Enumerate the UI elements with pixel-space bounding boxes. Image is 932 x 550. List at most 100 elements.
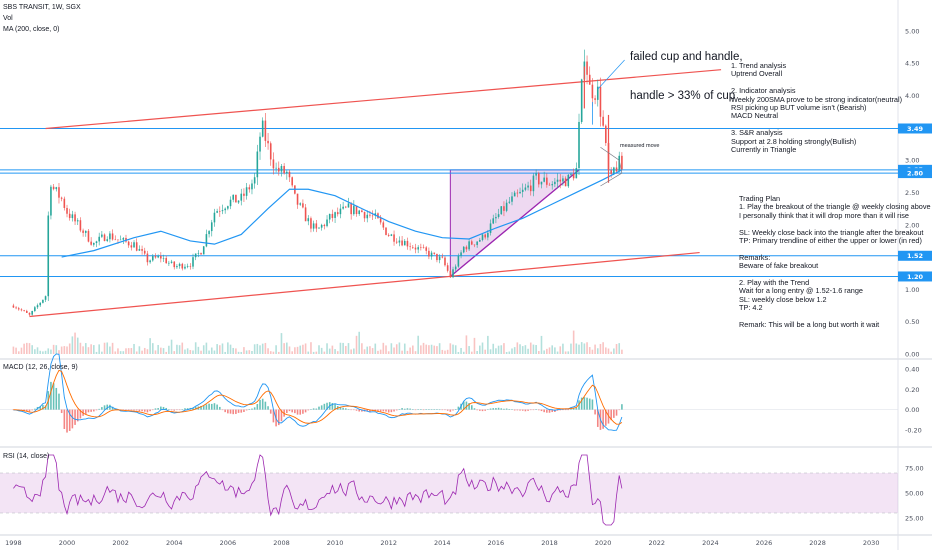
- candle-body: [369, 214, 371, 216]
- time-axis-tick: 2002: [112, 539, 129, 547]
- macd-histogram-bar: [570, 408, 572, 410]
- candle-body: [20, 309, 23, 311]
- candle-body: [387, 234, 390, 236]
- candle-body: [229, 199, 232, 207]
- candle-body: [484, 234, 486, 238]
- volume-bar: [441, 349, 444, 354]
- time-axis-tick: 2004: [166, 539, 183, 547]
- candle-body: [68, 213, 71, 219]
- candle-body: [594, 98, 596, 100]
- plan-line: Beware of fake breakout: [739, 261, 819, 271]
- candle-body: [44, 296, 47, 300]
- candle-body: [197, 253, 200, 254]
- macd-histogram-bar: [465, 401, 468, 410]
- candle-body: [479, 239, 481, 242]
- macd-histogram-bar: [267, 406, 269, 410]
- volume-bar: [403, 343, 406, 354]
- volume-bar: [245, 350, 248, 354]
- volume-bar: [160, 347, 162, 354]
- volume-bar: [320, 347, 323, 354]
- candle-body: [310, 218, 312, 229]
- candle-body: [127, 241, 130, 246]
- trendline-upper: [45, 69, 722, 130]
- macd-histogram-bar: [90, 409, 92, 412]
- candle-body: [135, 242, 138, 251]
- volume-bar: [173, 351, 176, 354]
- macd-histogram-bar: [446, 409, 449, 411]
- macd-histogram-bar: [519, 409, 521, 411]
- time-axis-tick: 1998: [5, 539, 22, 547]
- candle-body: [425, 247, 428, 251]
- volume-bar: [602, 342, 604, 354]
- macd-histogram-bar: [457, 406, 460, 410]
- volume-bar: [202, 345, 205, 354]
- volume-bar: [237, 351, 240, 354]
- volume-bar: [385, 345, 387, 354]
- candle-body: [170, 261, 173, 263]
- price-tag-box: [898, 123, 932, 134]
- volume-bar: [275, 345, 277, 354]
- candle-body: [505, 202, 508, 211]
- volume-bar: [382, 342, 385, 354]
- time-axis-tick: 2016: [488, 539, 505, 547]
- volume-bar: [580, 342, 583, 354]
- macd-histogram-bar: [219, 406, 221, 410]
- candle-body: [160, 255, 162, 259]
- volume-bar: [162, 348, 165, 354]
- candle-body: [28, 312, 31, 315]
- volume-bar: [68, 343, 71, 354]
- candle-body: [189, 265, 192, 267]
- macd-histogram-bar: [438, 409, 441, 411]
- volume-bar: [503, 343, 505, 354]
- candle-body: [361, 210, 363, 213]
- candle-body: [93, 242, 95, 245]
- volume-bar: [519, 344, 521, 354]
- volume-bar: [446, 349, 449, 354]
- volume-bar: [420, 345, 422, 354]
- candle-body: [146, 253, 149, 263]
- candle-body: [200, 253, 202, 255]
- candle-body: [232, 194, 235, 200]
- macd-histogram-bar: [165, 407, 167, 410]
- candle-body: [613, 167, 615, 174]
- macd-histogram-bar: [141, 409, 143, 412]
- candle-body: [575, 168, 578, 179]
- plan-line: Remarks:: [739, 252, 771, 262]
- volume-bar: [460, 347, 462, 354]
- volume-bar: [216, 344, 218, 354]
- candle-body: [444, 257, 446, 266]
- macd-histogram-bar: [366, 409, 369, 412]
- candle-body: [267, 140, 269, 144]
- macd-histogram-bar: [492, 408, 495, 410]
- macd-histogram-bar: [125, 409, 127, 411]
- volume-bar: [344, 345, 347, 354]
- candle-body: [173, 261, 176, 268]
- macd-histogram-bar: [52, 383, 55, 410]
- volume-bar: [264, 342, 267, 354]
- plan-line: 1. Play the breakout of the triangle @ w…: [739, 202, 931, 212]
- macd-histogram-bar: [543, 409, 545, 413]
- volume-bar: [615, 344, 618, 354]
- candle-body: [138, 249, 141, 251]
- candle-body: [420, 247, 422, 248]
- macd-histogram-bar: [76, 409, 79, 422]
- candle-body: [412, 246, 414, 248]
- macd-histogram-bar: [23, 409, 25, 411]
- candle-body: [540, 181, 543, 185]
- macd-histogram-bar: [591, 399, 594, 410]
- macd-histogram-bar: [387, 409, 390, 413]
- macd-axis-tick: 0.20: [905, 386, 919, 394]
- volume-bar: [299, 345, 302, 354]
- macd-histogram-bar: [562, 409, 564, 411]
- volume-bar: [168, 345, 170, 354]
- plan-line: Remark: This will be a long but worth it…: [739, 319, 880, 329]
- macd-histogram-bar: [264, 401, 267, 410]
- candle-body: [489, 223, 492, 233]
- volume-bar: [192, 350, 194, 354]
- volume-bar: [71, 336, 74, 354]
- macd-histogram-bar: [210, 403, 213, 410]
- candle-body: [339, 208, 342, 215]
- candle-body: [591, 84, 594, 99]
- volume-bar: [618, 343, 621, 354]
